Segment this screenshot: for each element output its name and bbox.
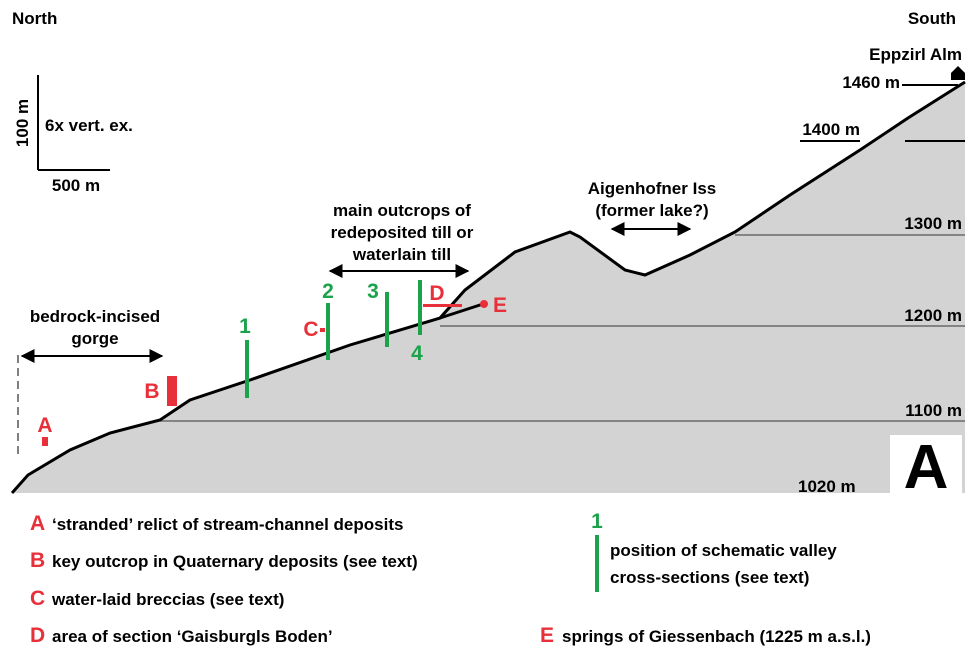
marker-letter: C bbox=[303, 318, 318, 341]
summit-label: Eppzirl Alm bbox=[869, 45, 962, 64]
legend-text: cross-sections (see text) bbox=[610, 568, 809, 587]
legend-key: D bbox=[30, 624, 45, 647]
scale-exaggeration: 6x vert. ex. bbox=[45, 116, 133, 135]
annotation: (former lake?) bbox=[595, 201, 708, 220]
legend-key: B bbox=[30, 549, 45, 572]
legend-text: water-laid breccias (see text) bbox=[51, 590, 284, 609]
house-icon bbox=[951, 66, 965, 80]
elevation-label: 1200 m bbox=[904, 306, 962, 325]
legend-text: position of schematic valley bbox=[610, 541, 837, 560]
legend: A ‘stranded’ relict of stream-channel de… bbox=[30, 510, 871, 647]
legend-text: key outcrop in Quaternary deposits (see … bbox=[52, 552, 418, 571]
annotation: bedrock-incised bbox=[30, 307, 160, 326]
legend-key: C bbox=[30, 587, 45, 610]
elevation-label: 1100 m bbox=[905, 401, 962, 420]
scale-horizontal: 500 m bbox=[52, 176, 100, 195]
diagram: North South 100 m 6x vert. ex. 500 m Epp… bbox=[0, 0, 968, 648]
annotation: waterlain till bbox=[352, 245, 451, 264]
legend-text: ‘stranded’ relict of stream-channel depo… bbox=[52, 515, 403, 534]
section-number: 3 bbox=[367, 280, 379, 303]
section-number: 4 bbox=[411, 342, 423, 365]
elevation-label: 1300 m bbox=[904, 214, 962, 233]
elevation-label: 1400 m bbox=[802, 120, 860, 139]
legend-key: A bbox=[30, 512, 45, 535]
section-number: 2 bbox=[322, 280, 334, 303]
north-label: North bbox=[12, 9, 57, 28]
scale-vertical: 100 m bbox=[13, 99, 32, 147]
elevation-label: 1020 m bbox=[798, 477, 856, 496]
terrain-profile bbox=[12, 82, 965, 493]
legend-key: E bbox=[540, 624, 554, 647]
annotation: gorge bbox=[71, 329, 118, 348]
marker-letter: B bbox=[144, 380, 159, 403]
south-label: South bbox=[908, 9, 956, 28]
legend-text: springs of Giessenbach (1225 m a.s.l.) bbox=[562, 627, 871, 646]
marker-letter: E bbox=[493, 294, 507, 317]
legend-key: 1 bbox=[591, 510, 603, 533]
annotation: main outcrops of bbox=[333, 201, 471, 220]
section-number: 1 bbox=[239, 315, 251, 338]
annotation: Aigenhofner Iss bbox=[588, 179, 716, 198]
legend-text: area of section ‘Gaisburgls Boden’ bbox=[52, 627, 333, 646]
panel-label: A bbox=[904, 433, 949, 502]
annotation: redeposited till or bbox=[331, 223, 474, 242]
marker-letter: A bbox=[37, 414, 52, 437]
elevation-label: 1460 m bbox=[842, 73, 900, 92]
marker-letter: D bbox=[429, 282, 444, 305]
